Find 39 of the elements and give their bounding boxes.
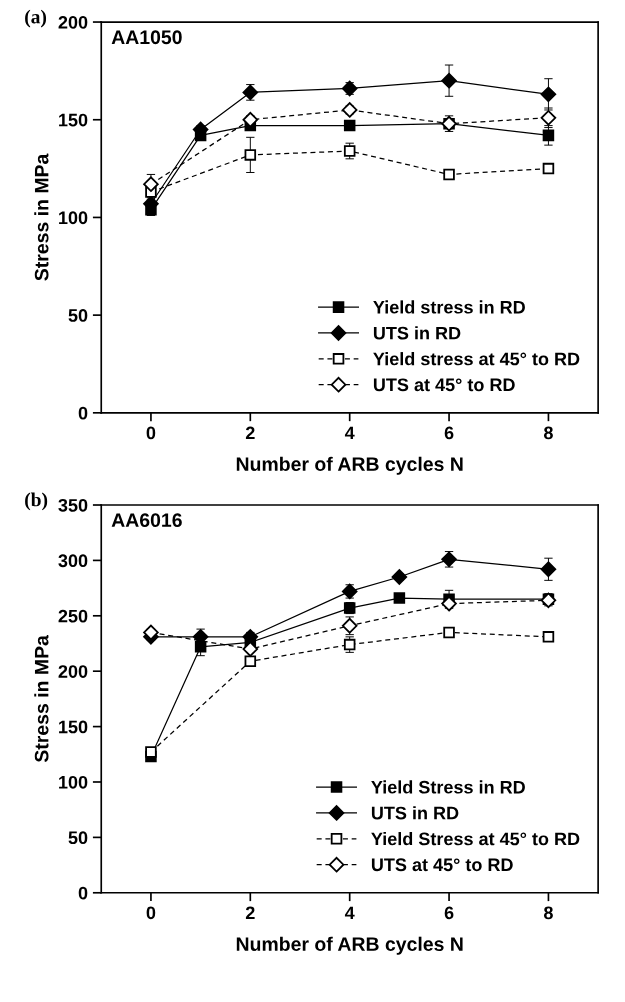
legend-label: Yield Stress at 45° to RD: [371, 832, 580, 846]
y-tick-label: 0: [78, 886, 88, 900]
x-tick-label: 4: [344, 426, 355, 440]
x-tick-label: 0: [146, 426, 156, 440]
y-tick-label: 150: [59, 113, 88, 127]
chart-title: (a): [25, 9, 47, 28]
y-axis-title: Stress in MPa: [34, 635, 49, 763]
x-tick-label: 0: [146, 906, 156, 920]
x-axis-title: Number of ARB cycles N: [236, 936, 463, 955]
annotation: AA6016: [111, 513, 182, 528]
x-axis-title: Number of ARB cycles N: [236, 456, 463, 475]
legend-label: UTS in RD: [371, 806, 459, 820]
x-tick-label: 2: [245, 426, 255, 440]
legend-label: Yield stress in RD: [373, 300, 525, 314]
legend-label: Yield stress at 45° to RD: [373, 352, 580, 366]
x-tick-label: 8: [543, 426, 553, 440]
y-axis-title: Stress in MPa: [34, 153, 49, 281]
y-tick-label: 200: [58, 15, 88, 29]
y-tick-label: 50: [68, 309, 88, 322]
y-tick-label: 0: [78, 406, 88, 420]
legend-label: UTS at 45° to RD: [373, 378, 515, 392]
x-tick-label: 6: [444, 906, 454, 920]
y-tick-label: 200: [58, 665, 88, 678]
chart-title: (b): [25, 492, 48, 511]
x-tick-label: 2: [245, 906, 255, 920]
x-tick-label: 8: [543, 906, 553, 920]
x-tick-label: 6: [444, 426, 454, 440]
legend-label: UTS at 45° to RD: [371, 858, 513, 872]
legend-label: Yield Stress in RD: [371, 780, 525, 794]
y-tick-label: 350: [58, 498, 88, 512]
y-tick-label: 150: [59, 720, 88, 734]
annotation: AA1050: [111, 30, 182, 45]
y-tick-label: 300: [58, 554, 88, 568]
y-tick-label: 50: [68, 831, 88, 845]
y-tick-label: 100: [59, 775, 88, 789]
y-tick-label: 250: [58, 609, 88, 623]
y-tick-label: 100: [59, 211, 88, 225]
x-tick-label: 4: [344, 906, 355, 920]
legend-label: UTS in RD: [373, 326, 461, 340]
